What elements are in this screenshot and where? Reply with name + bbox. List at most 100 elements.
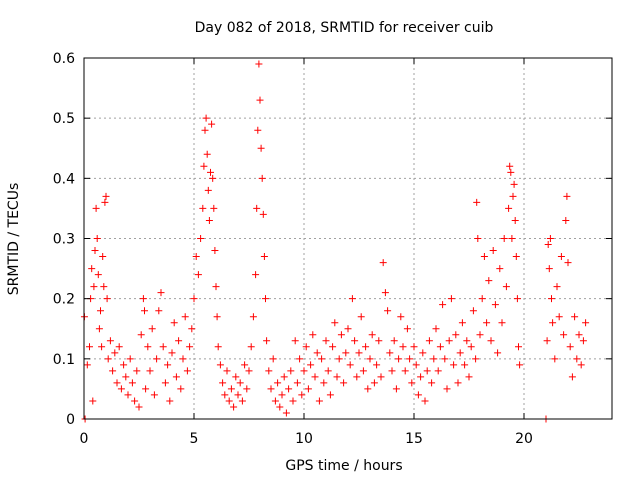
data-point (450, 361, 458, 369)
y-tick-label: 0 (66, 412, 75, 428)
data-point (307, 361, 315, 369)
data-point (100, 283, 108, 291)
data-point (364, 385, 372, 393)
data-point (271, 397, 279, 405)
data-point (315, 397, 323, 405)
data-point (296, 355, 304, 363)
data-point (211, 247, 219, 255)
data-points (80, 60, 590, 423)
data-point (474, 235, 482, 242)
data-point (395, 355, 403, 363)
data-point (181, 313, 189, 321)
y-tick-label: 0.5 (53, 111, 75, 127)
data-point (573, 355, 581, 363)
data-point (267, 385, 275, 393)
data-point (454, 379, 462, 387)
data-point (487, 337, 495, 345)
data-point (238, 397, 246, 405)
data-point (498, 319, 506, 327)
data-point (144, 343, 152, 351)
data-point (568, 373, 576, 381)
data-point (368, 331, 376, 339)
data-point (190, 295, 198, 303)
data-point (406, 355, 414, 363)
data-point (375, 337, 383, 345)
data-point (467, 343, 475, 351)
data-point (101, 198, 109, 206)
data-point (262, 295, 269, 303)
data-point (170, 319, 178, 327)
data-point (333, 373, 341, 381)
data-point (205, 216, 213, 224)
data-point (478, 295, 486, 303)
data-point (335, 355, 343, 363)
data-point (137, 331, 145, 339)
data-point (425, 337, 433, 345)
data-point (128, 379, 136, 387)
data-point (213, 313, 221, 321)
data-point (188, 325, 196, 333)
y-axis-label: SRMTID / TECUs (6, 183, 22, 296)
data-point (209, 174, 217, 182)
data-point (436, 343, 444, 351)
data-point (344, 325, 352, 333)
x-tick-label: 10 (295, 431, 313, 447)
data-point (379, 259, 387, 267)
data-point (282, 409, 290, 417)
data-point (285, 385, 293, 393)
data-point (120, 361, 128, 369)
data-point (225, 397, 233, 405)
data-point (276, 403, 284, 411)
x-tick-label: 20 (515, 431, 533, 447)
data-point (397, 313, 405, 321)
data-point (214, 343, 222, 351)
data-point (300, 367, 308, 375)
data-point (545, 265, 553, 273)
data-point (142, 385, 150, 393)
data-point (320, 379, 328, 387)
data-point (93, 235, 101, 242)
data-point (423, 367, 431, 375)
data-point (252, 271, 260, 279)
data-point (430, 355, 438, 363)
data-point (103, 295, 111, 303)
data-point (469, 307, 477, 315)
data-point (571, 313, 579, 321)
data-point (443, 385, 451, 393)
data-point (340, 379, 348, 387)
data-point (83, 361, 91, 369)
data-point (186, 343, 194, 351)
data-point (351, 337, 359, 345)
data-point (313, 349, 321, 357)
data-point (549, 319, 557, 327)
data-point (485, 277, 493, 285)
data-point (417, 373, 425, 381)
data-point (489, 247, 497, 255)
data-point (421, 397, 429, 405)
data-point (259, 210, 267, 218)
x-axis-label: GPS time / hours (285, 458, 402, 474)
data-point (434, 367, 442, 375)
data-point (447, 295, 455, 303)
data-point (126, 355, 134, 363)
data-point (373, 361, 381, 369)
data-point (472, 355, 480, 363)
data-point (164, 361, 172, 369)
data-point (212, 283, 220, 291)
data-point (456, 349, 464, 357)
chart-title: Day 082 of 2018, SRMTID for receiver cui… (195, 20, 494, 36)
data-point (410, 343, 418, 351)
data-point (194, 271, 202, 279)
data-point (458, 319, 466, 327)
data-point (148, 325, 156, 333)
data-point (99, 253, 107, 261)
data-point (546, 235, 554, 242)
data-point (324, 367, 332, 375)
data-point (577, 361, 585, 369)
data-point (287, 367, 295, 375)
data-point (553, 283, 561, 291)
data-point (463, 337, 471, 345)
data-point (388, 367, 396, 375)
data-point (384, 307, 392, 315)
data-point (201, 126, 209, 134)
